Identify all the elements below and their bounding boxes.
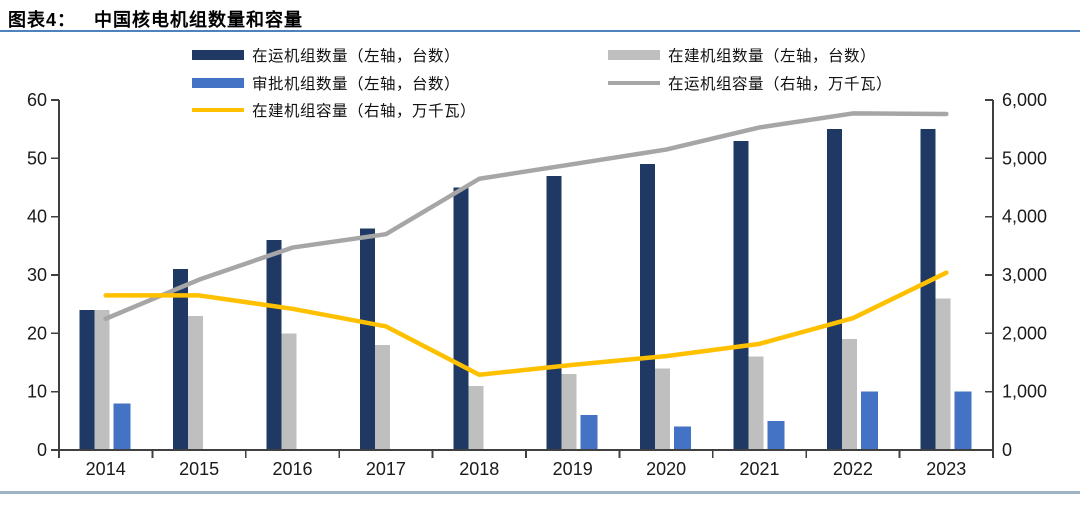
bar-operating-count-2017 [359, 228, 375, 450]
right-axis-tick-label: 2,000 [1002, 323, 1047, 343]
bar-under-construction-count-2017 [374, 345, 390, 450]
footer-divider [0, 491, 1080, 494]
figure-number-label: 图表4： [8, 10, 77, 30]
bar-approved-count-2021 [767, 420, 785, 450]
right-axis-tick-label: 1,000 [1002, 382, 1047, 402]
x-axis-category-label: 2014 [86, 459, 126, 479]
x-axis-category-label: 2015 [179, 459, 219, 479]
bar-operating-count-2016 [266, 240, 282, 450]
left-axis-tick-label: 50 [27, 148, 47, 168]
bar-approved-count-2019 [580, 415, 598, 450]
bar-approved-count-2020 [674, 426, 692, 450]
bar-operating-count-2020 [640, 164, 656, 450]
right-axis-tick-label: 6,000 [1002, 90, 1047, 110]
bar-operating-count-2019 [546, 175, 562, 451]
x-axis-category-label: 2017 [366, 459, 406, 479]
bar-under-construction-count-2016 [281, 333, 297, 450]
left-axis-tick-label: 40 [27, 207, 47, 227]
bar-under-construction-count-2019 [561, 374, 577, 450]
x-axis-category-label: 2023 [926, 459, 966, 479]
left-axis-tick-label: 30 [27, 265, 47, 285]
bar-operating-count-2015 [173, 269, 189, 450]
bar-approved-count-2014 [113, 403, 131, 450]
bar-under-construction-count-2018 [468, 385, 484, 450]
right-axis-tick-label: 3,000 [1002, 265, 1047, 285]
right-axis-tick-label: 5,000 [1002, 148, 1047, 168]
right-axis-tick-label: 4,000 [1002, 207, 1047, 227]
bar-operating-count-2014 [79, 310, 95, 450]
left-axis-tick-label: 60 [27, 90, 47, 110]
bar-under-construction-count-2023 [935, 298, 951, 450]
left-axis-tick-label: 20 [27, 323, 47, 343]
x-axis-category-label: 2021 [739, 459, 779, 479]
bar-operating-count-2021 [733, 140, 749, 451]
bar-operating-count-2022 [826, 129, 842, 450]
figure-title: 中国核电机组数量和容量 [94, 10, 304, 30]
line-operating-capacity [103, 111, 949, 321]
bar-under-construction-count-2020 [655, 368, 671, 450]
x-axis-category-label: 2018 [459, 459, 499, 479]
bar-under-construction-count-2021 [748, 356, 764, 450]
title-divider [0, 30, 1080, 32]
x-axis-category-label: 2020 [646, 459, 686, 479]
line-under-construction-capacity [103, 270, 949, 377]
figure-header: 图表4： 中国核电机组数量和容量 [8, 6, 303, 32]
bar-under-construction-count-2015 [188, 315, 204, 450]
left-axis-tick-label: 0 [37, 440, 47, 460]
bar-approved-count-2023 [954, 391, 972, 450]
left-axis-tick-label: 10 [27, 382, 47, 402]
bar-under-construction-count-2014 [94, 310, 110, 450]
x-axis-category-label: 2019 [553, 459, 593, 479]
bar-approved-count-2022 [860, 391, 878, 450]
x-axis-category-label: 2016 [272, 459, 312, 479]
bar-under-construction-count-2022 [841, 339, 857, 450]
x-axis-category-label: 2022 [833, 459, 873, 479]
bar-operating-count-2018 [453, 187, 469, 450]
bar-operating-count-2023 [920, 129, 936, 450]
right-axis-tick-label: 0 [1002, 440, 1012, 460]
